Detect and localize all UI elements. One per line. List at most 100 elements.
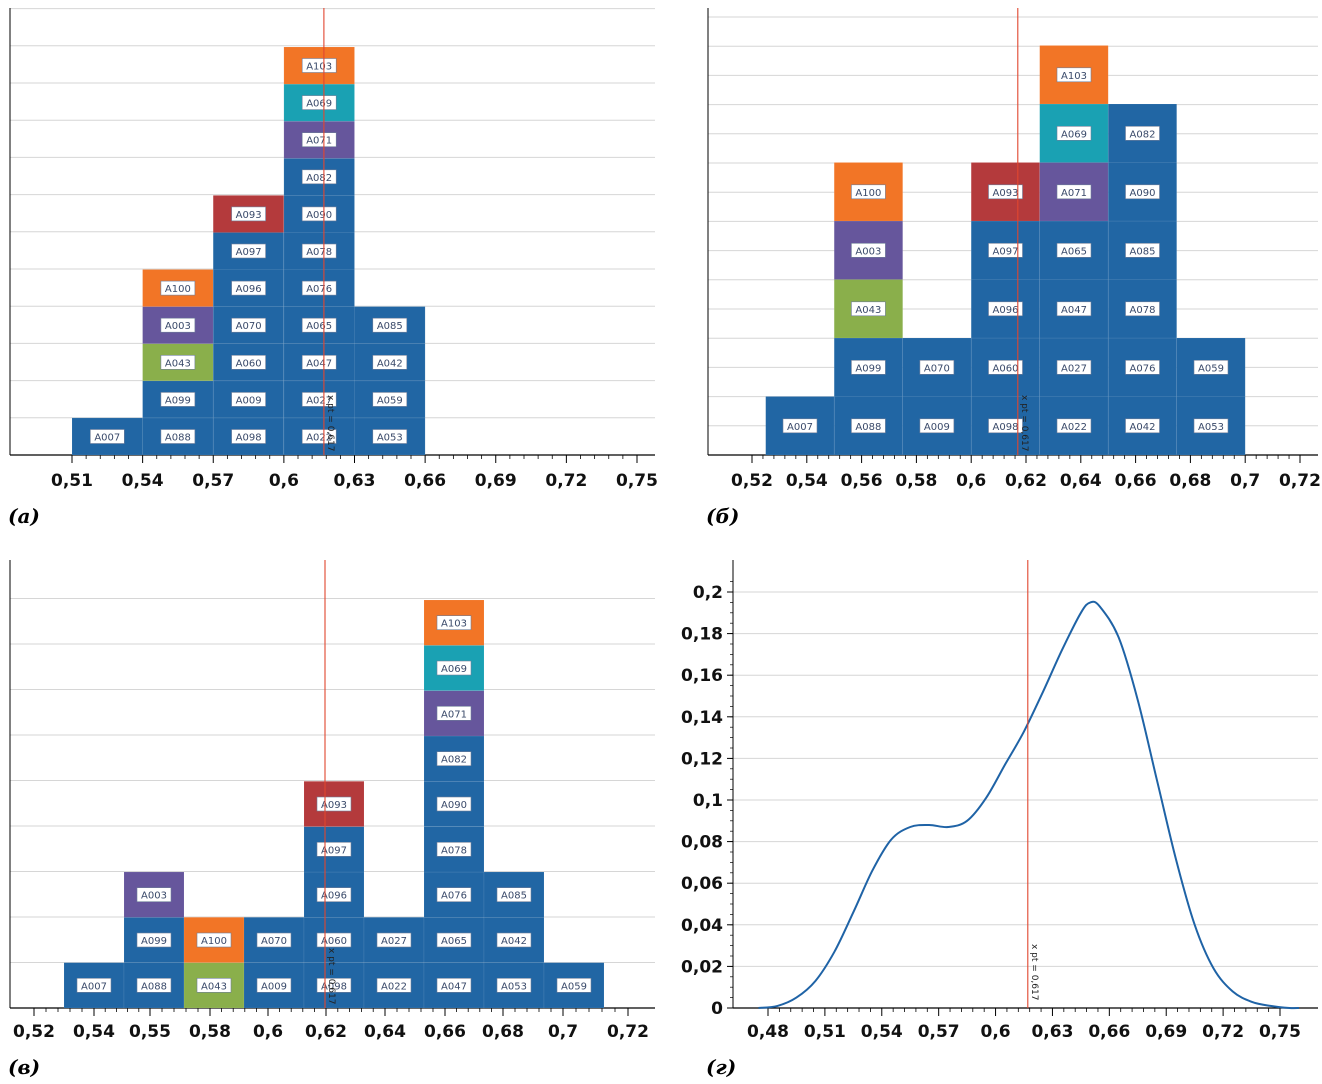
y-tick-label: 0,12	[681, 749, 723, 769]
bar-label-box	[1193, 418, 1229, 434]
bar-label-box	[196, 932, 232, 948]
bar-label: A071	[441, 709, 467, 720]
x-tick-label: 0,55	[129, 1022, 171, 1042]
bar-label: A047	[306, 358, 332, 369]
bar-label: A053	[1198, 422, 1224, 433]
bar-label: A071	[306, 136, 332, 147]
bar-label-box	[436, 887, 472, 903]
bar-label: A098	[321, 981, 347, 992]
bar-label: A097	[321, 845, 347, 856]
bar-label: A070	[261, 936, 287, 947]
x-tick-label: 0,75	[616, 471, 658, 491]
bar-label-box	[160, 429, 196, 444]
y-tick-label: 0,1	[693, 791, 723, 811]
bar-label-box	[136, 932, 172, 948]
bar-label-box	[372, 354, 408, 370]
bar-label: A090	[1130, 188, 1156, 199]
bar-label: A047	[1061, 305, 1087, 316]
bar-label: A022	[306, 433, 332, 444]
bar-label: A096	[321, 891, 347, 902]
x-tick-label: 0,63	[1031, 1022, 1073, 1042]
bar-label-box	[372, 429, 408, 444]
bar-label-box	[301, 58, 337, 73]
bar-label-box	[436, 796, 472, 812]
bar-label-box	[1056, 301, 1092, 317]
bar-label-box	[1125, 126, 1160, 141]
bar-label: A078	[1130, 305, 1156, 316]
chart-panel-2: 0,52 0,54 0,55 0,58 0,6 0,62 0,64 0,66 0,68 0,7 0,…	[9, 560, 655, 1042]
bar-label-box	[1125, 418, 1160, 434]
panel-label-a: (а)	[8, 504, 40, 528]
bar-label: A027	[306, 395, 332, 406]
x-tick-label: 0,58	[895, 471, 937, 491]
bar-label-box	[851, 359, 886, 375]
bar-label-box	[988, 359, 1023, 375]
bar-label: A097	[993, 246, 1019, 257]
bar-label-box	[90, 429, 125, 444]
bar-label: A059	[1198, 363, 1224, 374]
bar-label: A085	[377, 321, 403, 332]
bar-label: A059	[561, 981, 587, 992]
bar-label-box	[160, 354, 196, 370]
bar-label: A078	[306, 247, 332, 258]
bar-label: A085	[1130, 246, 1156, 257]
bar-label-box	[851, 243, 886, 258]
bar-label: A082	[306, 173, 332, 184]
x-tick-label: 0,66	[1088, 1022, 1130, 1042]
bar-label-box	[301, 169, 337, 185]
x-tick-label: 0,6	[253, 1022, 283, 1042]
x-tick-label: 0,69	[475, 471, 517, 491]
bar-label: A047	[441, 981, 467, 992]
bar-label: A059	[377, 395, 403, 406]
bar-label: A043	[201, 981, 227, 992]
bar-label-box	[301, 429, 337, 444]
bar-label: A100	[201, 936, 227, 947]
bar-label-box	[231, 280, 266, 296]
bar-label: A069	[1061, 129, 1087, 140]
bar-label: A088	[141, 981, 167, 992]
y-tick-label: 0,04	[681, 916, 723, 936]
bar-label: A053	[377, 433, 403, 444]
bar-label: A007	[81, 981, 107, 992]
bar-label-box	[1056, 184, 1092, 200]
bar-label: A070	[924, 363, 950, 374]
bar-label: A096	[236, 284, 262, 295]
bar-label-box	[256, 932, 292, 948]
x-tick-label: 0,52	[731, 471, 773, 491]
chart-panel-0: 0,51 0,54 0,57 0,6 0,63 0,66 0,69 0,72 0,75 A007 A…	[9, 8, 658, 491]
y-tick-label: 0,06	[681, 874, 723, 894]
bar-label-box	[851, 184, 886, 200]
bar-label-box	[372, 392, 408, 407]
bar-label-box	[1056, 359, 1092, 375]
bar-label-box	[496, 932, 532, 948]
bar-block	[970, 396, 1041, 456]
y-tick-label: 0,08	[681, 833, 723, 853]
bar-label: A007	[787, 422, 813, 433]
bar-label-box	[231, 392, 266, 407]
bar-label-box	[851, 301, 886, 317]
bar-label: A060	[993, 363, 1019, 374]
x-tick-label: 0,51	[51, 471, 93, 491]
bar-label-box	[1125, 359, 1160, 375]
y-tick-label: 0,18	[681, 625, 723, 645]
bar-label-box	[301, 392, 337, 407]
bar-label: A022	[1061, 422, 1087, 433]
bar-label-box	[376, 932, 412, 948]
bar-label: A053	[501, 981, 527, 992]
bar-label: A093	[321, 800, 347, 811]
x-tick-label: 0,6	[956, 471, 986, 491]
bar-label-box	[1125, 243, 1160, 258]
bar-label-box	[1125, 301, 1160, 317]
reference-line-label: x pt = 0,617	[1019, 395, 1029, 451]
bar-label: A042	[1130, 422, 1156, 433]
bar-label: A003	[855, 246, 881, 257]
x-tick-label: 0,6	[980, 1022, 1010, 1042]
bar-label: A022	[381, 981, 407, 992]
bar-label: A042	[377, 358, 403, 369]
bar-label: A070	[236, 321, 262, 332]
bar-label-box	[436, 660, 472, 676]
bar-label-box	[436, 615, 472, 631]
x-tick-label: 0,58	[189, 1022, 231, 1042]
bar-label-box	[1193, 359, 1229, 375]
